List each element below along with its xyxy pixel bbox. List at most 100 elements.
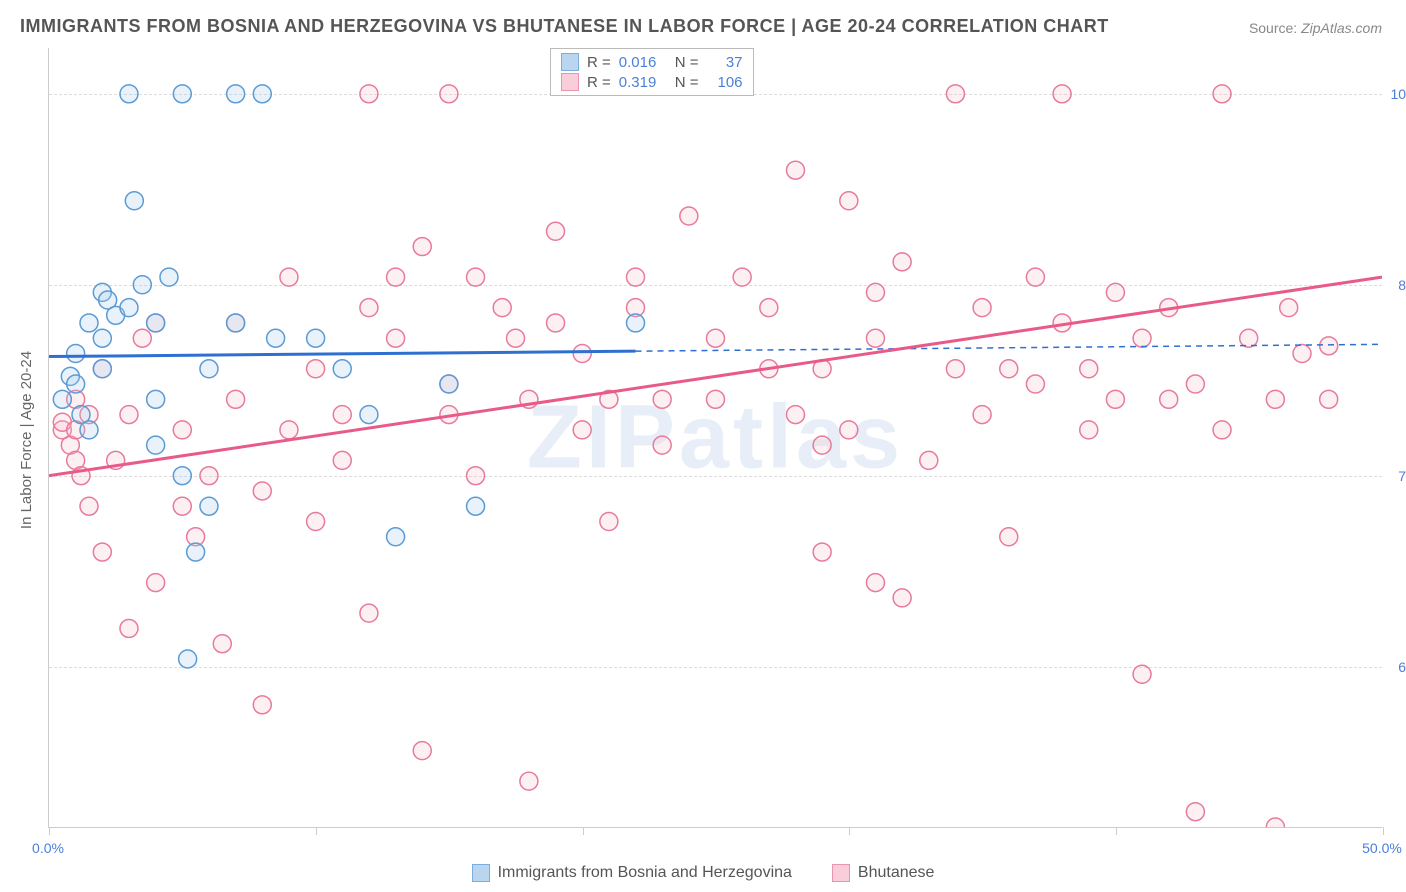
scatter-point: [360, 406, 378, 424]
trend-line-dashed: [636, 344, 1382, 351]
legend-n-value: 37: [707, 54, 743, 71]
x-tick: [583, 827, 584, 835]
legend-row: R =0.319N =106: [561, 73, 743, 91]
scatter-point: [187, 543, 205, 561]
scatter-point: [627, 314, 645, 332]
y-tick-label: 75.0%: [1398, 468, 1406, 484]
scatter-point: [653, 390, 671, 408]
scatter-point: [507, 329, 525, 347]
scatter-point: [1133, 329, 1151, 347]
scatter-point: [93, 329, 111, 347]
scatter-point: [440, 375, 458, 393]
scatter-point: [147, 314, 165, 332]
scatter-point: [173, 421, 191, 439]
scatter-point: [387, 268, 405, 286]
scatter-point: [133, 329, 151, 347]
chart-title: IMMIGRANTS FROM BOSNIA AND HERZEGOVINA V…: [20, 16, 1109, 37]
plot-area: ZIPatlas 62.5%75.0%87.5%100.0%: [48, 48, 1382, 828]
scatter-point: [173, 85, 191, 103]
scatter-point: [120, 619, 138, 637]
scatter-point: [93, 360, 111, 378]
scatter-point: [253, 85, 271, 103]
scatter-point: [93, 543, 111, 561]
scatter-point: [227, 314, 245, 332]
scatter-point: [1280, 299, 1298, 317]
scatter-point: [67, 375, 85, 393]
scatter-point: [840, 421, 858, 439]
scatter-point: [467, 497, 485, 515]
scatter-point: [200, 467, 218, 485]
scatter-point: [360, 85, 378, 103]
scatter-point: [387, 528, 405, 546]
scatter-point: [467, 268, 485, 286]
scatter-point: [1240, 329, 1258, 347]
scatter-point: [200, 360, 218, 378]
scatter-plot-svg: [49, 48, 1382, 827]
scatter-point: [547, 314, 565, 332]
scatter-point: [893, 253, 911, 271]
scatter-point: [866, 283, 884, 301]
scatter-point: [733, 268, 751, 286]
scatter-point: [120, 85, 138, 103]
source-value: ZipAtlas.com: [1301, 20, 1382, 36]
correlation-legend: R =0.016N =37R =0.319N =106: [550, 48, 754, 96]
scatter-point: [227, 85, 245, 103]
scatter-point: [866, 329, 884, 347]
legend-swatch-icon: [561, 73, 579, 91]
scatter-point: [893, 589, 911, 607]
trend-line-solid: [49, 351, 636, 356]
scatter-point: [200, 497, 218, 515]
legend-n-value: 106: [707, 74, 743, 91]
scatter-point: [520, 772, 538, 790]
legend-r-value: 0.319: [619, 74, 667, 91]
scatter-point: [120, 406, 138, 424]
scatter-point: [707, 390, 725, 408]
scatter-point: [840, 192, 858, 210]
scatter-point: [307, 513, 325, 531]
scatter-point: [680, 207, 698, 225]
legend-swatch-icon: [832, 864, 850, 882]
scatter-point: [707, 329, 725, 347]
scatter-point: [333, 451, 351, 469]
scatter-point: [946, 85, 964, 103]
x-tick: [1383, 827, 1384, 835]
legend-series-label: Bhutanese: [858, 864, 935, 882]
scatter-point: [179, 650, 197, 668]
y-tick-label: 62.5%: [1398, 659, 1406, 675]
scatter-point: [360, 299, 378, 317]
y-tick-label: 100.0%: [1391, 86, 1406, 102]
scatter-point: [120, 299, 138, 317]
scatter-point: [813, 543, 831, 561]
scatter-point: [1080, 360, 1098, 378]
scatter-point: [1266, 390, 1284, 408]
scatter-point: [653, 436, 671, 454]
scatter-point: [67, 345, 85, 363]
legend-r-label: R =: [587, 74, 611, 91]
scatter-point: [80, 314, 98, 332]
scatter-point: [125, 192, 143, 210]
scatter-point: [600, 513, 618, 531]
scatter-point: [1053, 85, 1071, 103]
x-tick: [1116, 827, 1117, 835]
scatter-point: [1186, 803, 1204, 821]
trend-line-solid: [49, 277, 1382, 476]
scatter-point: [1213, 421, 1231, 439]
legend-r-value: 0.016: [619, 54, 667, 71]
scatter-point: [1026, 375, 1044, 393]
scatter-point: [1106, 283, 1124, 301]
x-tick: [316, 827, 317, 835]
scatter-point: [173, 497, 191, 515]
scatter-point: [547, 222, 565, 240]
y-axis-title: In Labor Force | Age 20-24: [18, 351, 35, 529]
scatter-point: [147, 390, 165, 408]
x-tick-label: 50.0%: [1362, 840, 1402, 856]
scatter-point: [973, 406, 991, 424]
legend-n-label: N =: [675, 54, 699, 71]
scatter-point: [213, 635, 231, 653]
scatter-point: [333, 406, 351, 424]
x-tick: [849, 827, 850, 835]
legend-series-label: Immigrants from Bosnia and Herzegovina: [498, 864, 792, 882]
scatter-point: [920, 451, 938, 469]
scatter-point: [1293, 345, 1311, 363]
scatter-point: [360, 604, 378, 622]
